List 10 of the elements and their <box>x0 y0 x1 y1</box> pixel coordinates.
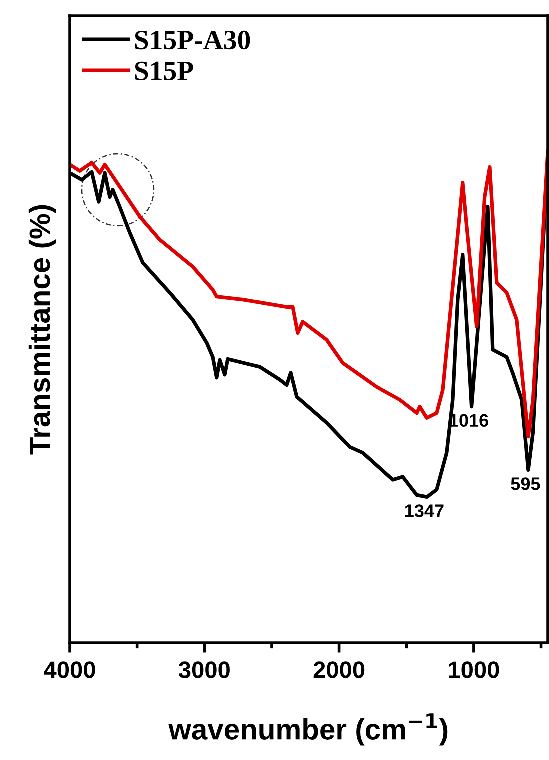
x-tick-label: 3000 <box>178 662 230 678</box>
annotation: 1347 <box>406 504 444 518</box>
x-tick-label: 1000 <box>449 662 500 678</box>
y-axis-title: Transmittance (%) <box>28 205 56 455</box>
annotation: 595 <box>511 478 540 490</box>
x-tick-label: 4000 <box>44 662 96 678</box>
x-tick-label: 2000 <box>314 662 365 678</box>
legend-label: S15P <box>135 62 194 81</box>
legend-label: S15P-A30 <box>135 30 250 50</box>
x-axis-title: wavenumber (cm$^{−1}$) <box>168 714 448 746</box>
